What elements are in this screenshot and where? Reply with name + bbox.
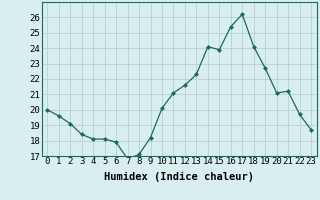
X-axis label: Humidex (Indice chaleur): Humidex (Indice chaleur) <box>104 172 254 182</box>
